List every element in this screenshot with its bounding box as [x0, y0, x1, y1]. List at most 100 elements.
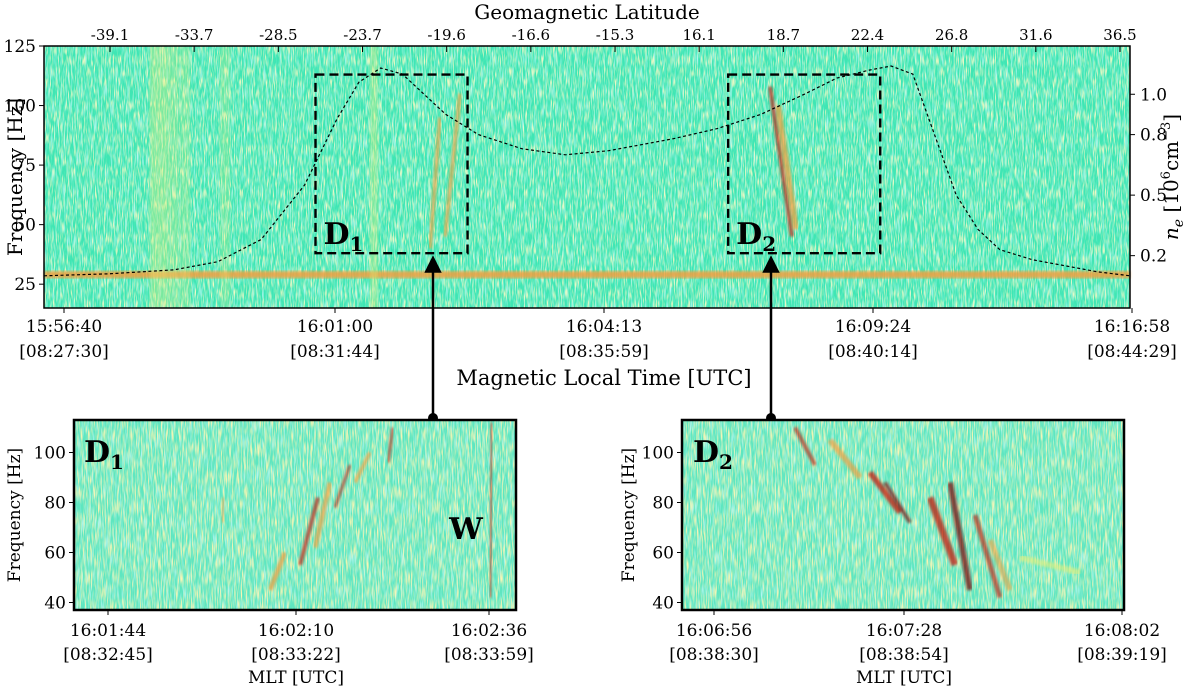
xtick-mlt: [08:39:19] [1077, 645, 1167, 665]
top-tick-label: 16.1 [682, 26, 715, 44]
emission-track [1019, 554, 1081, 576]
d1-xlabel: MLT [UTC] [248, 668, 344, 688]
region-box-d2 [726, 73, 882, 255]
top-spectrogram-features [44, 46, 1130, 308]
top-tick-label: -23.7 [343, 26, 381, 44]
top-xtick-mlt: [08:35:59] [559, 342, 649, 362]
top-yaxis-ticks: 25 50 75 100 125 [4, 37, 44, 295]
top-right-yaxis-ticks: 0.2 0.5 0.8 1.0 [1130, 85, 1167, 267]
d1-ylabel: Frequency [Hz] [5, 448, 25, 582]
ytick-label: 60 [44, 544, 66, 564]
xtick-time: 16:02:10 [258, 621, 334, 641]
top-xtick-time: 15:56:40 [26, 317, 102, 337]
d2-label: D2 [693, 435, 733, 474]
xtick-time: 16:06:56 [676, 621, 752, 641]
emission-track [312, 481, 333, 549]
emission-track [768, 86, 794, 237]
ytick-label: 80 [44, 494, 66, 514]
emission-track [353, 451, 372, 484]
top-xtick-time: 16:16:58 [1094, 317, 1170, 337]
xtick-mlt: [08:38:54] [859, 645, 949, 665]
spectral-band [44, 271, 1130, 279]
top-ytick-label: 100 [4, 97, 36, 117]
ytick-label: 40 [652, 594, 674, 614]
top-axis-ticks: -39.1 -33.7 -28.5 -23.7 -19.6 -16.6 -15.3 16.1 1… [91, 26, 1137, 52]
top-tick-label: -28.5 [259, 26, 297, 44]
top-tick-label: -19.6 [427, 26, 465, 44]
top-spectrogram-texture [44, 46, 1130, 308]
emission-track [489, 422, 493, 598]
ytick-label: 60 [652, 544, 674, 564]
top-ytick-label: 25 [14, 275, 36, 295]
emission-track [333, 464, 352, 508]
spectral-streak [220, 46, 230, 308]
top-xaxis-ticks: 15:56:40 [08:27:30] 16:01:00 [08:31:44] 16:0… [19, 308, 1177, 362]
region-box-label-d1: D1 [324, 217, 364, 256]
emission-track [987, 538, 1013, 592]
top-xtick-mlt: [08:44:29] [1087, 342, 1177, 362]
region-box-d1 [314, 73, 469, 255]
d2-xlabel: MLT [UTC] [856, 668, 952, 688]
ytick-label: 100 [642, 444, 674, 464]
d2-yaxis-ticks: 40 60 80 100 [642, 444, 682, 614]
d2-xaxis-ticks: 16:06:56 [08:38:30] 16:07:28 [08:38:54] 16:0… [669, 610, 1167, 665]
top-tick-label: -39.1 [91, 26, 129, 44]
emission-track [443, 93, 462, 237]
top-right-ytick-label: 0.8 [1140, 126, 1167, 146]
d1-spectrogram-features [220, 422, 493, 598]
emission-track [867, 470, 903, 515]
xtick-mlt: [08:33:59] [444, 645, 534, 665]
d1-plot-frame [72, 418, 518, 612]
top-tick-label: -16.6 [512, 26, 550, 44]
top-xtick-mlt: [08:31:44] [290, 342, 380, 362]
top-tick-label: -15.3 [596, 26, 634, 44]
d1-xaxis-ticks: 16:01:44 [08:32:45] 16:02:10 [08:33:22] 16:0… [63, 610, 534, 665]
d2-ylabel: Frequency [Hz] [619, 448, 639, 582]
region-boxes: D1 D2 [314, 73, 882, 256]
spectral-streak [150, 46, 166, 308]
top-tick-label: -33.7 [175, 26, 213, 44]
d1-annotation-w: W [448, 512, 484, 547]
xtick-time: 16:01:44 [70, 621, 146, 641]
top-ylabel: Frequency [Hz] [3, 98, 27, 256]
top-ytick-label: 125 [4, 37, 36, 57]
top-tick-label: 36.5 [1103, 26, 1136, 44]
top-xtick-time: 16:01:00 [297, 317, 373, 337]
emission-track [220, 497, 226, 523]
emission-track [883, 481, 912, 524]
ne-density-curve [43, 65, 1131, 277]
top-tick-label: 18.7 [767, 26, 800, 44]
ytick-label: 100 [34, 444, 66, 464]
xtick-mlt: [08:32:45] [63, 645, 153, 665]
top-tick-label: 22.4 [851, 26, 884, 44]
spectral-streak [165, 46, 179, 308]
ytick-label: 40 [44, 594, 66, 614]
top-ytick-label: 75 [14, 156, 36, 176]
emission-track [428, 117, 442, 249]
d2-spectrogram-features [793, 426, 1081, 599]
top-xlabel: Magnetic Local Time [UTC] [456, 366, 751, 390]
emission-track [926, 496, 959, 567]
panel-d2: D2 Frequency [Hz] 40 60 80 100 16:06:56 [08:… [619, 418, 1167, 688]
top-right-ytick-label: 1.0 [1140, 85, 1167, 105]
emission-track [267, 551, 288, 591]
top-right-ytick-label: 0.2 [1140, 247, 1167, 267]
top-tick-label: 26.8 [935, 26, 968, 44]
emission-track [298, 496, 320, 566]
d1-yaxis-ticks: 40 60 80 100 [34, 444, 74, 614]
emission-track [793, 426, 817, 466]
top-xtick-mlt: [08:40:14] [828, 342, 918, 362]
top-panel: Geomagnetic Latitude -39.1 -33.7 -28.5 -23.… [3, 0, 1187, 390]
top-ytick-label: 50 [14, 216, 36, 236]
top-xtick-time: 16:04:13 [566, 317, 642, 337]
emission-track [386, 427, 395, 463]
d1-spectrogram-texture [74, 420, 516, 610]
top-tick-label: 31.6 [1019, 26, 1052, 44]
xtick-time: 16:02:36 [451, 621, 527, 641]
xtick-mlt: [08:38:30] [669, 645, 759, 665]
spectral-streak [180, 46, 190, 308]
top-right-ytick-label: 0.5 [1140, 186, 1167, 206]
top-right-ylabel: ne [106cm−3] [1159, 114, 1187, 240]
top-xtick-mlt: [08:27:30] [19, 342, 109, 362]
